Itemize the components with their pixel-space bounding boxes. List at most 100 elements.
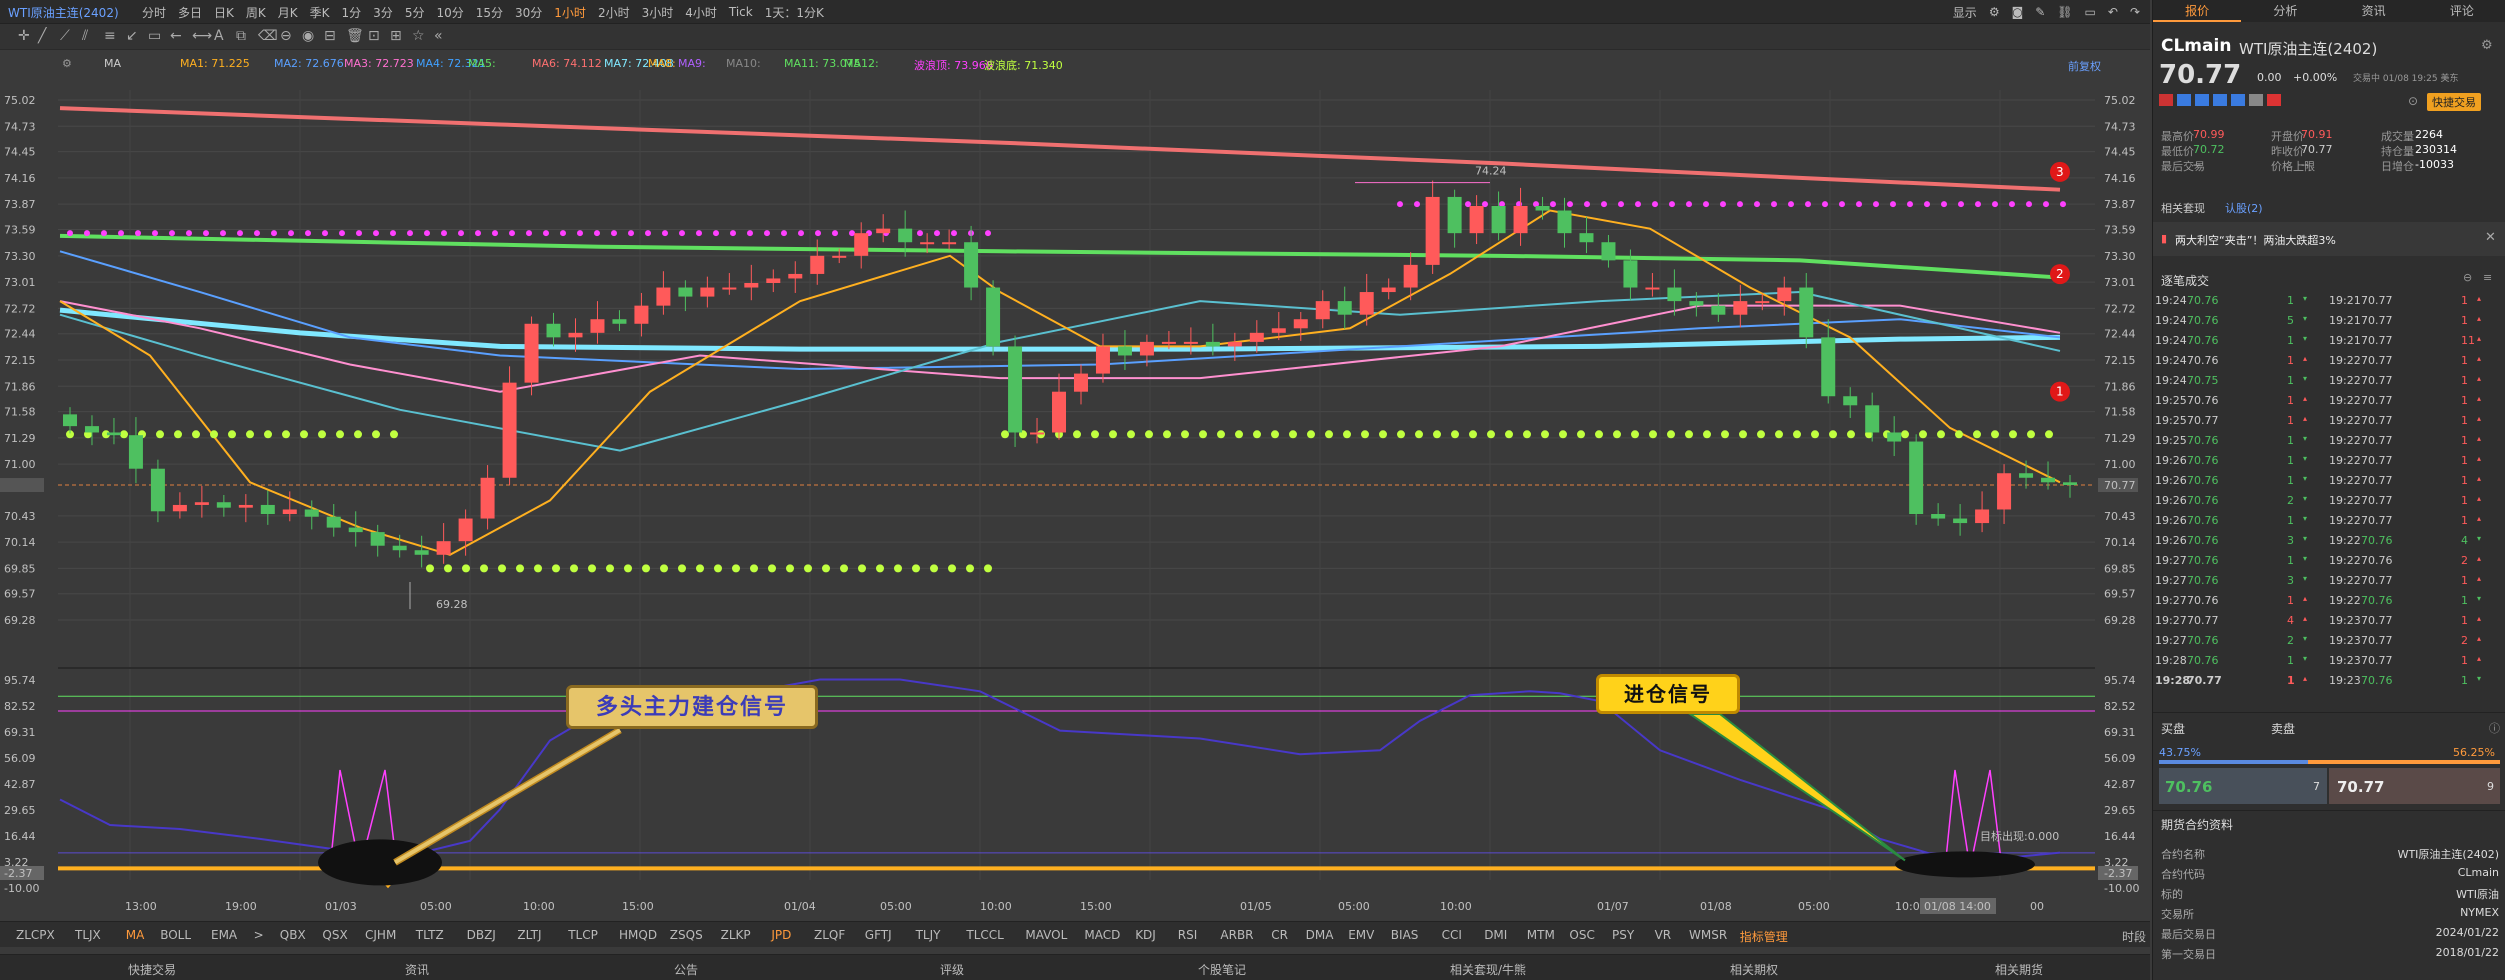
period-tab[interactable]: 3小时 — [641, 5, 674, 20]
indicator-tab[interactable]: TLCP — [568, 928, 598, 942]
shortcut-icon[interactable] — [2213, 94, 2227, 106]
indicator-tab[interactable]: MA — [125, 928, 145, 942]
ma-legend-item[interactable]: MA8: — [648, 57, 676, 70]
settings-icon[interactable]: ⚙ — [62, 57, 72, 70]
period-tab[interactable]: 3分 — [373, 5, 393, 20]
period-tab[interactable]: 2小时 — [597, 5, 630, 20]
minus-icon[interactable]: ⊖ — [2463, 271, 2473, 284]
pen-icon[interactable]: ✎ — [2035, 5, 2046, 19]
indicator-tab[interactable]: RSI — [1177, 928, 1198, 942]
indicator-tab[interactable]: QSX — [322, 928, 348, 942]
quick-trade-button[interactable]: 快捷交易 — [2427, 93, 2481, 111]
ma-legend-item[interactable]: MA1: 71.225 — [180, 57, 250, 70]
copy-icon[interactable]: ⊡ — [368, 28, 380, 44]
session-button[interactable]: 时段 — [2122, 930, 2147, 944]
indicator-tab[interactable]: CCI — [1441, 928, 1462, 942]
window-icon[interactable]: ▭ — [2084, 5, 2096, 19]
period-tab[interactable]: 4小时 — [685, 5, 717, 20]
indicator-tab[interactable]: KDJ — [1135, 928, 1156, 942]
ma-legend-item[interactable]: MA6: 74.112 — [532, 57, 602, 70]
indicator-tab[interactable]: VR — [1654, 928, 1672, 942]
measure-icon[interactable]: ⟷ — [192, 28, 213, 44]
news-headline[interactable]: 两大利空“夹击”！两油大跌超3% — [2175, 234, 2336, 247]
indicator-tab[interactable]: BOLL — [160, 928, 192, 942]
indicator-tab[interactable]: QBX — [279, 928, 306, 942]
price-chart[interactable]: 75.02 74.73 74.45 74.16 73.87 73.59 73.30 73.01… — [0, 74, 2150, 921]
adjust-mode[interactable]: 前复权 — [2068, 60, 2101, 73]
price-label-icon[interactable]: ⧉ — [236, 28, 246, 44]
line-tool-icon[interactable]: ╱ — [38, 28, 47, 44]
indicator-tab[interactable]: DMA — [1305, 928, 1334, 942]
menu-icon[interactable]: ≡ — [2483, 271, 2493, 284]
indicator-tab[interactable]: ZLQF — [814, 928, 846, 942]
collapse-icon[interactable]: « — [434, 28, 443, 44]
ma-legend-item[interactable]: MA9: — [678, 57, 706, 70]
snapshot-icon[interactable]: ⊞ — [390, 28, 402, 44]
indicator-tab[interactable]: ZLTJ — [517, 928, 542, 942]
indicator-tab[interactable]: ZSQS — [669, 928, 703, 942]
signal-marker[interactable] — [2050, 381, 2070, 402]
quote-tab[interactable]: 报价 — [2153, 0, 2242, 22]
indicator-tab[interactable]: JPD — [771, 928, 792, 942]
camera-icon[interactable]: ◙ — [2011, 5, 2024, 19]
indicator-tab[interactable]: CR — [1271, 928, 1288, 942]
eye-icon[interactable]: ◉ — [302, 28, 315, 44]
indicator-tab[interactable]: PSY — [1612, 928, 1635, 942]
bottom-tab[interactable]: 资讯 — [405, 963, 430, 977]
quote-tab[interactable]: 资讯 — [2361, 4, 2386, 18]
ma-legend-item[interactable]: MA2: 72.676 — [274, 57, 344, 70]
fib-tool-icon[interactable]: ≡ — [104, 28, 116, 44]
indicator-tab[interactable]: MAVOL — [1025, 928, 1068, 942]
arrow-tool-icon[interactable]: ↙ — [126, 28, 138, 44]
indicator-tab[interactable]: TLJX — [75, 928, 101, 942]
link-icon[interactable]: ⛓ — [2057, 5, 2073, 19]
period-tab[interactable]: 1天：1分K — [764, 5, 824, 20]
period-tab[interactable]: 5分 — [404, 5, 425, 20]
indicator-tab[interactable]: WMSR — [1689, 928, 1728, 942]
signal-marker[interactable] — [2050, 264, 2070, 285]
ma-legend-item[interactable]: MA10: — [726, 57, 761, 70]
ma-legend-item[interactable]: MA7: 72.408 — [604, 57, 674, 70]
heart-icon[interactable] — [2267, 94, 2281, 106]
indicator-tab[interactable]: TLJY — [915, 928, 941, 942]
bottom-tab[interactable]: 相关套现/牛熊 — [1450, 963, 1527, 977]
star-icon[interactable]: ☆ — [412, 28, 425, 44]
info-icon[interactable]: ⓘ — [2489, 722, 2500, 735]
ma-legend-item[interactable]: MA11: 73.075 — [784, 57, 861, 70]
undo-icon[interactable]: ↶ — [2107, 5, 2118, 19]
trash-icon[interactable]: 🗑 — [346, 28, 364, 44]
gear-icon[interactable]: ⚙ — [2481, 38, 2493, 53]
indicator-tab[interactable]: EMA — [211, 928, 238, 942]
indicator-tab[interactable]: TLCCL — [966, 928, 1004, 942]
rect-tool-icon[interactable]: ▭ — [148, 28, 162, 44]
indicator-tab[interactable]: CJHM — [365, 928, 397, 942]
period-tab[interactable]: 日K — [214, 5, 234, 20]
ma-legend-item[interactable]: MA — [104, 57, 122, 70]
indicator-tab[interactable]: > — [253, 928, 264, 942]
ray-tool-icon[interactable]: ⟋ — [60, 28, 70, 44]
bid-box[interactable] — [2159, 768, 2327, 804]
info-icon[interactable]: ⊙ — [2408, 94, 2419, 108]
indicator-tab[interactable]: DMI — [1484, 928, 1508, 942]
bottom-tab[interactable]: 快捷交易 — [128, 963, 177, 977]
period-tab[interactable]: 月K — [277, 5, 298, 20]
crosshair-icon[interactable]: ✛ — [18, 28, 30, 44]
indicator-tab[interactable]: TLTZ — [415, 928, 444, 942]
indicator-tab[interactable]: EMV — [1348, 928, 1375, 942]
channel-tool-icon[interactable]: ⫽ — [82, 28, 89, 44]
lock-icon[interactable]: ⊟ — [324, 28, 336, 44]
indicator-tab[interactable]: MACD — [1084, 928, 1121, 942]
signal-marker[interactable] — [2050, 161, 2070, 182]
shortcut-icon[interactable] — [2231, 94, 2245, 106]
arrow-left-icon[interactable]: ← — [170, 28, 182, 44]
ask-box[interactable] — [2329, 768, 2500, 804]
period-tab[interactable]: 10分 — [436, 5, 464, 20]
indicator-tab[interactable]: MTM — [1526, 928, 1555, 942]
shortcut-icon[interactable] — [2249, 94, 2263, 106]
close-icon[interactable]: ✕ — [2485, 230, 2496, 245]
bottom-tab[interactable]: 相关期权 — [1730, 963, 1779, 977]
bottom-tab[interactable]: 公告 — [674, 963, 699, 977]
text-tool-icon[interactable]: A — [214, 28, 224, 44]
redo-icon[interactable]: ↷ — [2129, 5, 2140, 19]
period-tab[interactable]: 季K — [309, 5, 330, 20]
